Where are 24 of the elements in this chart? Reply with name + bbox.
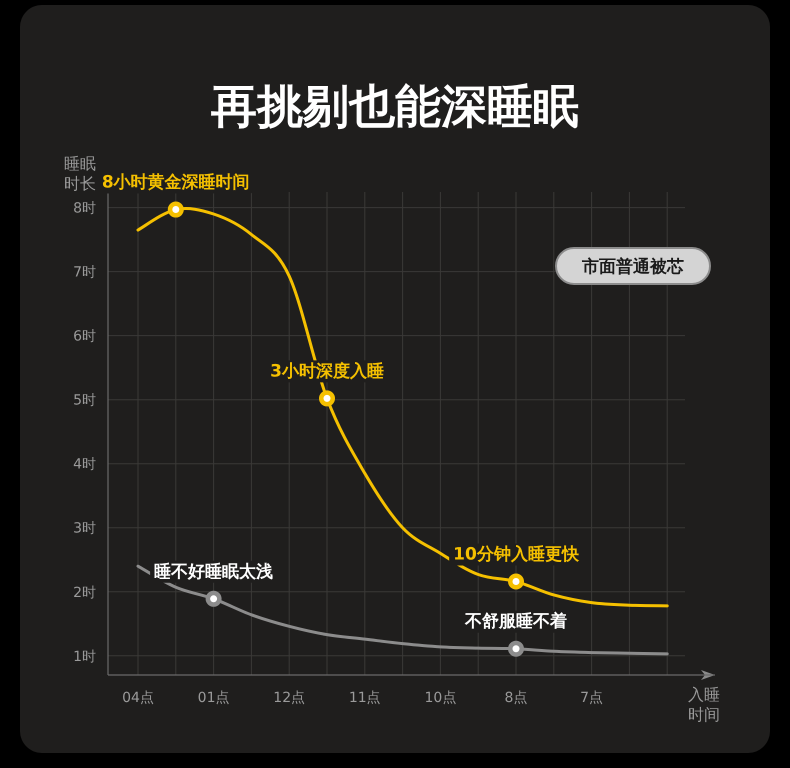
y-tick-label: 8时: [73, 200, 96, 217]
y-tick-label: 2时: [73, 584, 96, 601]
x-tick-label: 8点: [504, 690, 528, 706]
annotation: 10分钟入睡更快: [453, 544, 580, 565]
x-tick-label: 7点: [580, 690, 604, 706]
text: 市面普通被芯: [581, 256, 684, 277]
y-tick-label: 5时: [73, 392, 96, 409]
y-axis-title: 睡眠时长: [64, 154, 96, 193]
annotation: 不舒服睡不着: [464, 612, 567, 632]
x-tick-label: 01点: [198, 690, 230, 706]
chart-title: 再挑剔也能深睡眠: [210, 79, 579, 133]
annotation: 8小时黄金深睡时间: [102, 172, 250, 193]
y-tick-label: 6时: [73, 328, 96, 345]
annotation: 3小时深度入睡: [270, 361, 384, 382]
x-tick-label: 12点: [273, 690, 306, 706]
y-tick-label: 7时: [73, 264, 96, 281]
y-tick-label: 4时: [73, 456, 96, 473]
y-tick-label: 1时: [73, 648, 96, 665]
x-tick-label: 04点: [122, 690, 154, 706]
x-tick-label: 10点: [424, 690, 456, 706]
x-tick-label: 11点: [348, 690, 381, 706]
annotation: 睡不好睡眠太浅: [154, 562, 274, 582]
y-tick-label: 3时: [73, 520, 96, 537]
x-axis-title: 入睡时间: [688, 685, 720, 724]
